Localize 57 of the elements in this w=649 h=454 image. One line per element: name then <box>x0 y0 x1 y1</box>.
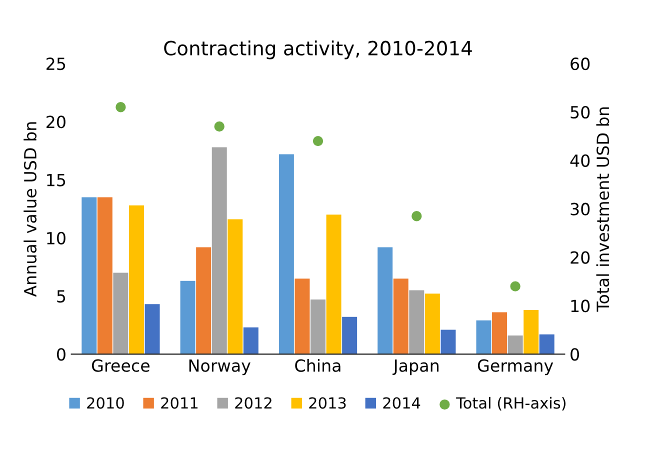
bar <box>393 278 408 354</box>
bar <box>524 310 539 354</box>
bar <box>97 197 112 354</box>
bar <box>342 316 358 354</box>
point <box>214 121 224 132</box>
y-axis-title: Annual value USD bn <box>24 122 37 297</box>
bar <box>82 197 97 354</box>
bar <box>196 247 212 354</box>
y2-tick-label: 30 <box>570 202 590 216</box>
bar <box>212 147 227 354</box>
y2-tick-label: 60 <box>570 58 590 70</box>
legend-label: 2010 <box>87 397 124 409</box>
y-tick-label: 15 <box>47 174 66 186</box>
y-tick-label: 10 <box>47 232 66 244</box>
x-tick-label: Germany <box>478 359 554 376</box>
bar <box>424 294 440 354</box>
bar <box>508 336 523 354</box>
point <box>510 281 520 292</box>
bar <box>144 304 160 354</box>
legend-label: 2011 <box>161 397 198 409</box>
legend-label: Total (RH-axis) <box>456 396 566 411</box>
point <box>312 136 324 146</box>
x-tick-label: China <box>295 358 340 372</box>
chart-title: Contracting activity, 2010-2014 <box>164 40 472 60</box>
bar <box>228 219 243 354</box>
y2-tick-label: 20 <box>570 251 590 264</box>
y-tick-label: 0 <box>57 348 66 361</box>
bar <box>440 330 456 354</box>
bar <box>378 247 393 354</box>
y2-tick-label: 10 <box>571 300 590 312</box>
bar <box>476 320 492 354</box>
legend-label: 2013 <box>309 397 346 409</box>
y2-tick-label: 40 <box>570 154 590 167</box>
y-tick-label: 20 <box>46 116 66 128</box>
y2-tick-label: 0 <box>570 348 579 361</box>
bar <box>539 334 554 354</box>
x-tick-label: Japan <box>392 359 438 376</box>
y-tick-label: 25 <box>46 58 66 70</box>
legend-label: 2014 <box>383 397 420 409</box>
bar <box>180 280 196 354</box>
point <box>412 211 422 222</box>
bar <box>409 290 424 354</box>
bar <box>492 312 508 354</box>
legend-label: 2012 <box>235 397 272 409</box>
bar <box>310 299 326 354</box>
bar <box>326 214 342 354</box>
bar <box>243 327 258 354</box>
x-tick-label: Greece <box>92 359 150 372</box>
bar <box>294 278 310 354</box>
y2-axis-title: Total investment USD bn <box>596 107 610 312</box>
bar <box>129 205 144 354</box>
bar <box>113 272 128 354</box>
x-tick-label: Norway <box>189 359 250 376</box>
y2-tick-label: 50 <box>570 106 590 119</box>
point <box>116 102 126 112</box>
y-tick-label: 5 <box>57 290 66 303</box>
bar <box>278 154 294 354</box>
